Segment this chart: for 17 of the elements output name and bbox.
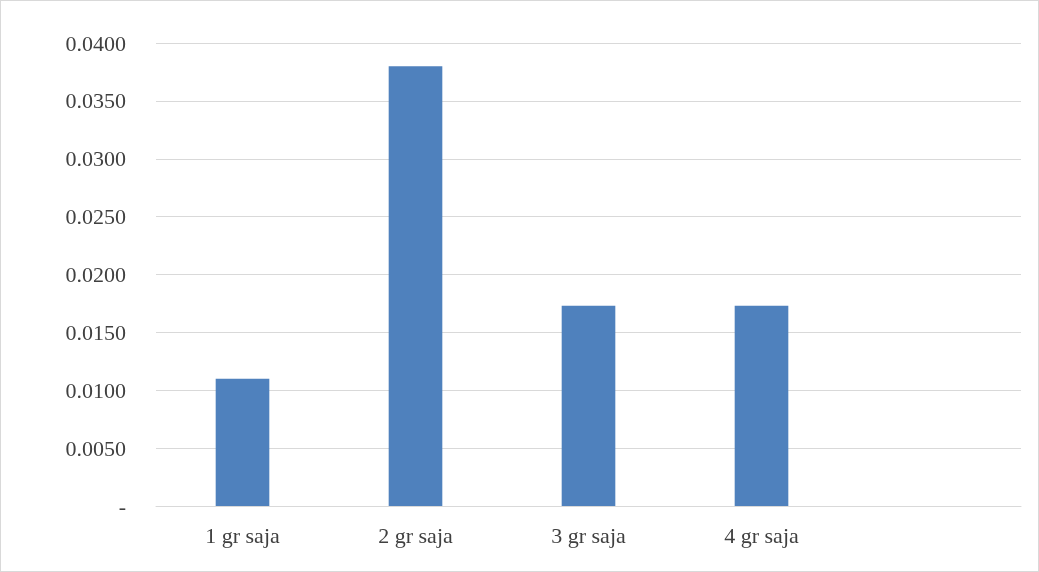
y-tick-label: 0.0100 bbox=[65, 377, 126, 403]
y-tick-label: 0.0200 bbox=[65, 262, 126, 287]
y-tick-label: 0.0150 bbox=[65, 319, 126, 345]
y-tick-label: 0.0350 bbox=[65, 88, 126, 114]
y-tick-label: 0.0300 bbox=[65, 146, 126, 172]
x-tick-label: 2 gr saja bbox=[378, 522, 453, 548]
x-tick-label: 4 gr saja bbox=[724, 522, 799, 548]
x-tick-label: 3 gr saja bbox=[551, 522, 626, 548]
y-tick-label: 0.0050 bbox=[65, 435, 126, 461]
x-tick-label: 1 gr saja bbox=[205, 522, 280, 548]
bar bbox=[734, 305, 789, 506]
bar bbox=[561, 305, 616, 506]
bar bbox=[388, 66, 443, 506]
y-tick-label: - bbox=[118, 493, 126, 519]
bar bbox=[215, 378, 270, 506]
y-tick-label: 0.0250 bbox=[65, 204, 126, 230]
y-tick-label: 0.0400 bbox=[65, 30, 126, 56]
